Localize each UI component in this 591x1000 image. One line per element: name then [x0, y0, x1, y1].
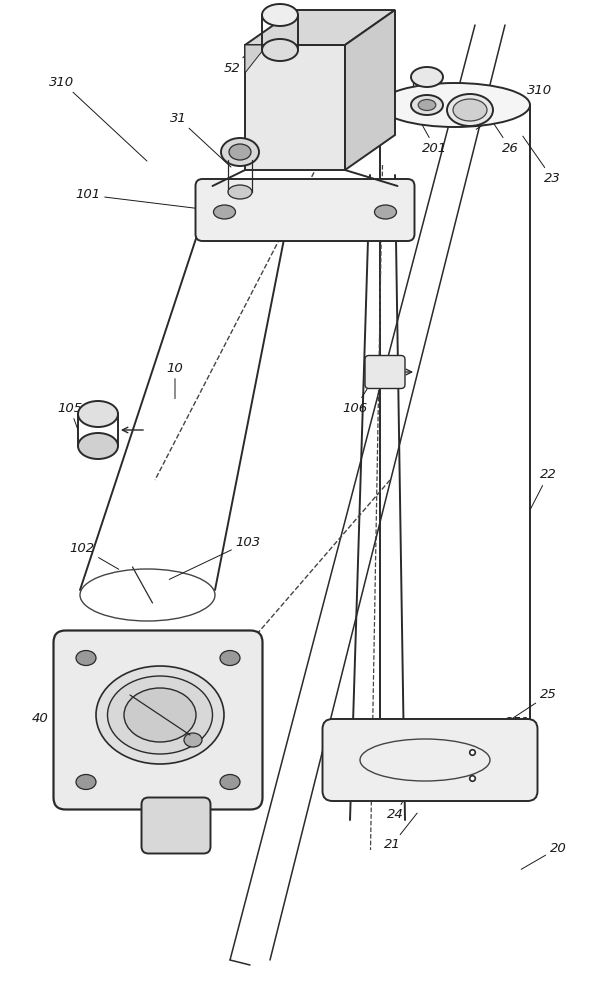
Ellipse shape	[76, 650, 96, 666]
Polygon shape	[245, 45, 267, 73]
Text: 25: 25	[511, 688, 556, 719]
Text: 40: 40	[32, 712, 48, 724]
Ellipse shape	[221, 138, 259, 166]
Polygon shape	[245, 45, 345, 170]
Text: 31: 31	[170, 111, 231, 167]
Ellipse shape	[220, 774, 240, 790]
Text: 10: 10	[167, 361, 183, 399]
Polygon shape	[245, 10, 395, 45]
Ellipse shape	[108, 676, 213, 754]
Ellipse shape	[262, 4, 298, 26]
Text: 251: 251	[483, 716, 531, 754]
Text: 23: 23	[523, 136, 560, 184]
Ellipse shape	[78, 401, 118, 427]
Text: 41: 41	[167, 799, 183, 834]
Ellipse shape	[411, 95, 443, 115]
Ellipse shape	[96, 666, 224, 764]
Text: 24: 24	[387, 781, 414, 822]
Ellipse shape	[375, 205, 397, 219]
Text: 105: 105	[57, 401, 83, 429]
Text: 52: 52	[223, 31, 271, 75]
FancyBboxPatch shape	[141, 798, 210, 854]
Ellipse shape	[124, 688, 196, 742]
Ellipse shape	[418, 100, 436, 110]
Polygon shape	[345, 10, 395, 170]
Ellipse shape	[411, 67, 443, 87]
Ellipse shape	[184, 733, 202, 747]
Text: 106: 106	[342, 373, 377, 414]
FancyBboxPatch shape	[365, 356, 405, 388]
Text: 310: 310	[476, 84, 553, 129]
Ellipse shape	[78, 433, 118, 459]
Ellipse shape	[229, 144, 251, 160]
Ellipse shape	[380, 83, 530, 127]
Text: 103: 103	[169, 536, 261, 579]
Ellipse shape	[76, 774, 96, 790]
FancyBboxPatch shape	[54, 631, 262, 810]
FancyBboxPatch shape	[196, 179, 414, 241]
Ellipse shape	[262, 39, 298, 61]
Text: 101: 101	[76, 188, 209, 210]
Ellipse shape	[220, 650, 240, 666]
FancyBboxPatch shape	[323, 719, 537, 801]
Ellipse shape	[447, 94, 493, 126]
Ellipse shape	[453, 99, 487, 121]
Ellipse shape	[213, 205, 235, 219]
Text: 26: 26	[491, 119, 518, 154]
Text: 21: 21	[384, 813, 417, 852]
Text: 201: 201	[415, 113, 447, 154]
Text: 22: 22	[531, 468, 556, 509]
Ellipse shape	[228, 185, 252, 199]
Text: 102: 102	[69, 542, 119, 569]
Text: 252: 252	[483, 762, 531, 789]
Text: 20: 20	[521, 842, 566, 869]
Text: 30: 30	[391, 82, 453, 108]
Text: 310: 310	[50, 76, 147, 161]
